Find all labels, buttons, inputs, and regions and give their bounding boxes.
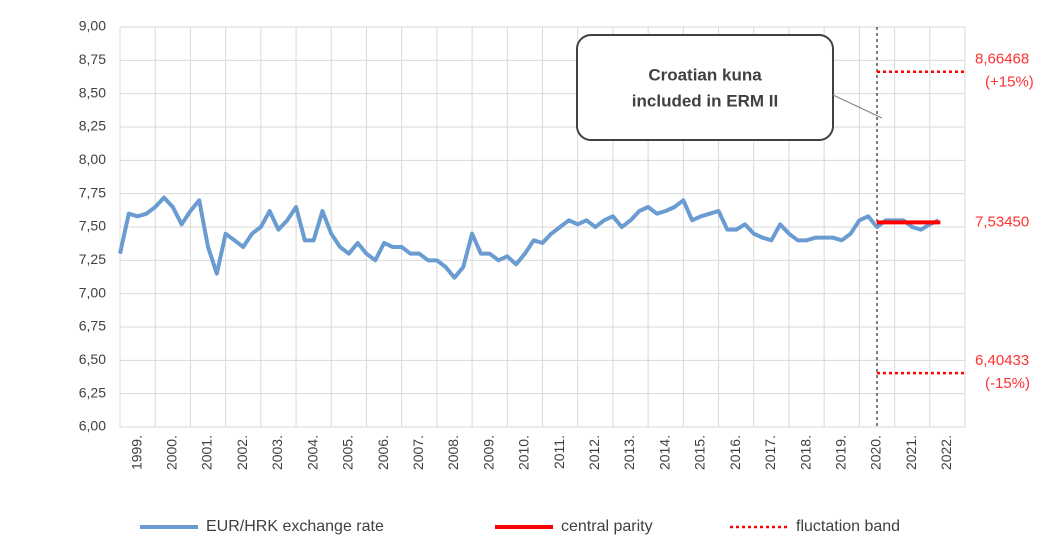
x-tick-label: 2009. (480, 435, 496, 470)
legend-label: central parity (561, 518, 653, 535)
x-tick-label: 2013. (621, 435, 637, 470)
x-tick-label: 2018. (797, 435, 813, 470)
annotation-text: Croatian kuna (648, 65, 762, 84)
y-tick-label: 6,50 (79, 351, 106, 367)
legend-label: fluctation band (796, 518, 900, 535)
x-tick-label: 2010. (516, 435, 532, 470)
x-tick-label: 2014. (656, 435, 672, 470)
y-tick-label: 6,25 (79, 384, 106, 400)
legend-label: EUR/HRK exchange rate (206, 518, 384, 535)
y-tick-label: 7,75 (79, 184, 106, 200)
y-tick-label: 7,50 (79, 218, 106, 234)
y-tick-label: 8,00 (79, 151, 106, 167)
parity-label: 7,53450 (975, 213, 1029, 230)
x-tick-label: 2020. (868, 435, 884, 470)
band-label: 8,66468 (975, 51, 1029, 68)
band-pct: (+15%) (985, 74, 1034, 91)
annotation-text: included in ERM II (632, 91, 778, 110)
x-tick-label: 2017. (762, 435, 778, 470)
x-tick-label: 2012. (586, 435, 602, 470)
y-tick-label: 8,25 (79, 118, 106, 134)
plot-layer: 6,00 6,25 6,50 6,75 7,00 7,25 7,50 7,75 8,00 8,25… (79, 18, 1034, 470)
y-tick-label: 8,75 (79, 51, 106, 67)
x-tick-label: 2002. (234, 435, 250, 470)
x-tick-label: 2005. (340, 435, 356, 470)
x-tick-label: 2016. (727, 435, 743, 470)
x-tick-label: 2004. (304, 435, 320, 470)
x-tick-label: 1999. (128, 435, 144, 470)
x-tick-label: 2006. (375, 435, 391, 470)
y-tick-label: 7,25 (79, 251, 106, 267)
y-tick-label: 8,50 (79, 84, 106, 100)
y-tick-label: 7,00 (79, 284, 106, 300)
y-tick-label: 6,00 (79, 418, 106, 434)
x-tick-label: 2022. (938, 435, 954, 470)
band-pct: (-15%) (985, 375, 1030, 392)
x-tick-label: 2021. (903, 435, 919, 470)
exchange-rate-line (118, 195, 940, 280)
x-tick-label: 2000. (164, 435, 180, 470)
x-tick-label: 2007. (410, 435, 426, 470)
x-tick-label: 2001. (199, 435, 215, 470)
annotation-pointer (832, 94, 883, 119)
band-label: 6,40433 (975, 352, 1029, 369)
y-tick-label: 9,00 (79, 18, 106, 34)
x-tick-label: 2008. (445, 435, 461, 470)
x-tick-label: 2019. (832, 435, 848, 470)
annotation-box (576, 34, 834, 141)
x-tick-label: 2015. (692, 435, 708, 470)
x-tick-label: 2011. (551, 435, 567, 469)
x-tick-label: 2003. (269, 435, 285, 470)
y-tick-label: 6,75 (79, 318, 106, 334)
